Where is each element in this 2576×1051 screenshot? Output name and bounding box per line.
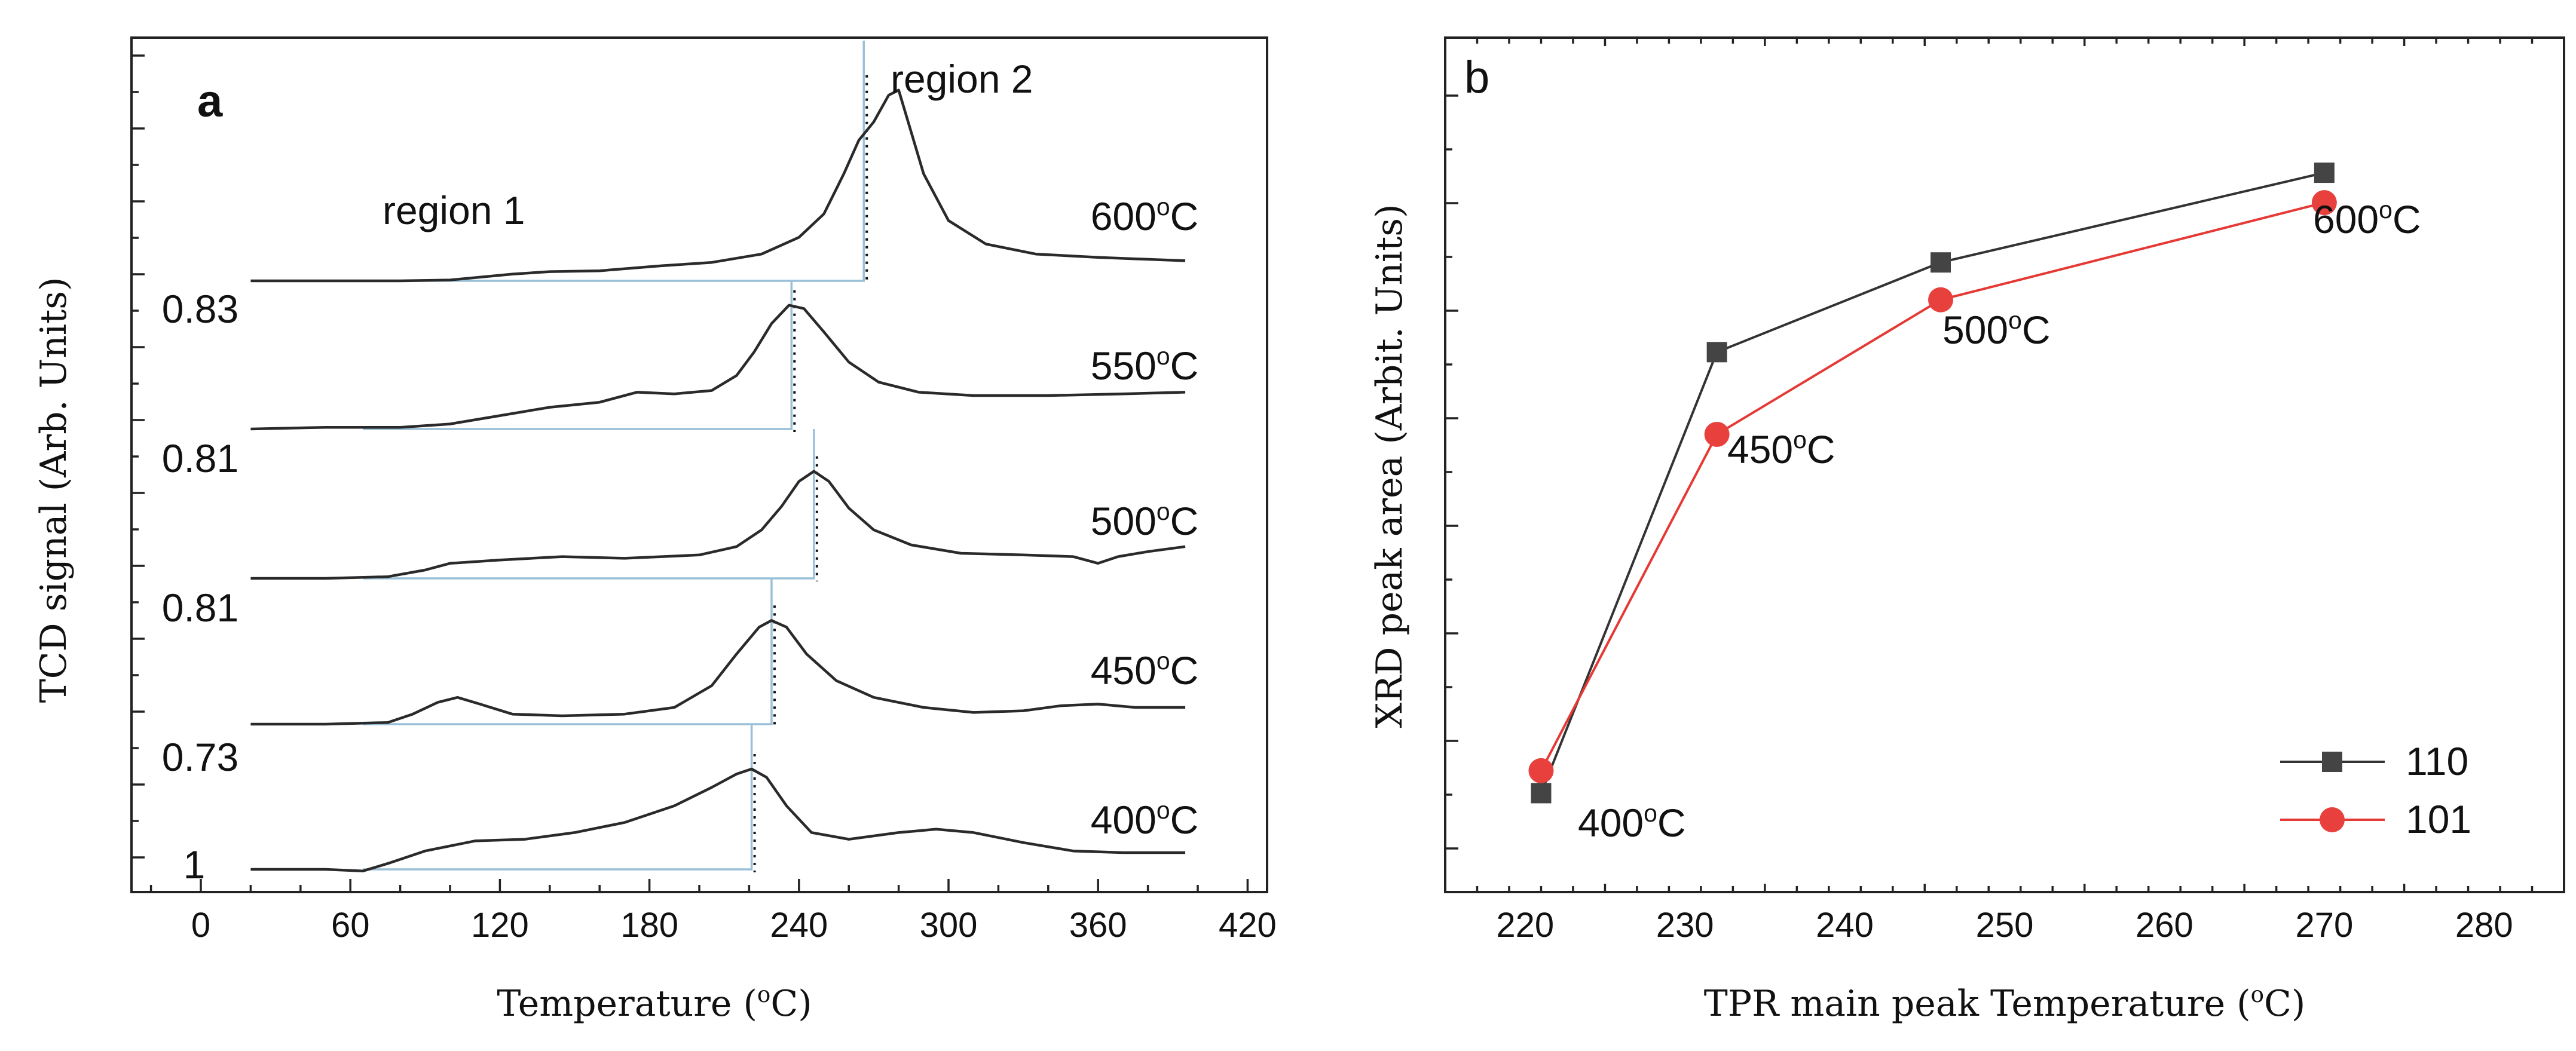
- ratio-label: 0.83: [162, 287, 238, 331]
- panel-b-y-axis-label: XRD peak area (Arbit. Units): [1369, 204, 1411, 728]
- panel-b-x-axis-label: TPR main peak Temperature (oC): [1704, 981, 2306, 1025]
- peak-guide-line: [363, 41, 865, 282]
- panel-a-x-tick-label: 60: [331, 906, 370, 945]
- panel-b-label: b: [1464, 52, 1489, 103]
- marker-101: [1528, 758, 1554, 783]
- series-line-110: [1540, 171, 2325, 794]
- panel-b-point-labels: 400oC 450oC 500oC 600oC: [1578, 196, 2421, 845]
- region-1-label: region 1: [383, 188, 525, 232]
- ratio-label: 0.81: [162, 586, 238, 630]
- curve-label-550c: 550oC: [1091, 342, 1199, 388]
- panel-b: 220 230 240 250 260 270 280 400oC 450oC 500oC 600…: [1369, 36, 2565, 1025]
- curve-label-500c: 500oC: [1091, 498, 1199, 543]
- legend-marker-110: [2322, 752, 2342, 772]
- panel-b-x-tick-label: 280: [2455, 906, 2513, 945]
- curve-label-400c: 400oC: [1091, 796, 1199, 842]
- panel-a-curves: [250, 88, 1186, 873]
- legend-label-110: 110: [2406, 739, 2468, 783]
- curve-label-450c: 450oC: [1091, 647, 1199, 693]
- tcd-curve-400c: [250, 767, 1186, 873]
- curve-label-600c: 600oC: [1091, 193, 1199, 238]
- peak-guide-line: [363, 578, 773, 725]
- panel-b-x-tick-label: 220: [1496, 906, 1554, 945]
- panel-a-x-tick-label: 360: [1069, 906, 1127, 945]
- marker-110: [1706, 342, 1727, 363]
- region-2-label: region 2: [891, 57, 1033, 101]
- panel-b-x-tick-labels: 220 230 240 250 260 270 280: [1496, 906, 2513, 945]
- tcd-curve-600c: [250, 88, 1186, 283]
- panel-a-curve-labels: 400oC 1 450oC 0.73 500oC 0.81 550oC 0.81 600oC 0.…: [162, 193, 1199, 887]
- ratio-label: 1: [183, 842, 206, 887]
- legend-marker-101: [2320, 807, 2345, 832]
- panel-a-x-tick-label: 420: [1219, 906, 1277, 945]
- panel-a-x-tick-label: 0: [191, 906, 210, 945]
- panel-a: 0 60 120 180 240 300 360 420 400oC 1 450oC 0.73 500…: [33, 36, 1277, 1025]
- panel-a-x-tick-label: 120: [471, 906, 529, 945]
- tcd-curve-500c: [250, 470, 1186, 580]
- legend-label-101: 101: [2406, 797, 2471, 841]
- panel-a-x-tick-label: 240: [770, 906, 828, 945]
- panel-a-plot-frame: [130, 36, 1268, 893]
- series-line-101: [1540, 201, 2325, 771]
- marker-110: [2314, 163, 2335, 183]
- point-label-600c: 600oC: [2313, 196, 2421, 241]
- peak-guide-line: [363, 281, 793, 430]
- panel-b-series: [1528, 163, 2337, 804]
- panel-a-x-tick-labels: 0 60 120 180 240 300 360 420: [191, 906, 1277, 945]
- panel-b-plot-frame: [1444, 36, 2565, 893]
- panel-b-x-tick-label: 240: [1816, 906, 1874, 945]
- panel-b-x-tick-label: 230: [1656, 906, 1714, 945]
- marker-101: [1928, 287, 1954, 312]
- marker-110: [1931, 252, 1951, 273]
- panel-a-x-tick-label: 180: [620, 906, 678, 945]
- tcd-curve-550c: [250, 304, 1186, 431]
- ratio-label: 0.81: [162, 436, 238, 480]
- marker-101: [2311, 190, 2337, 216]
- peak-guide-line: [363, 429, 815, 580]
- marker-110: [1531, 783, 1552, 804]
- panel-a-x-axis-label: Temperature (oC): [497, 981, 812, 1025]
- panel-a-guide-lines: [363, 41, 868, 872]
- point-label-400c: 400oC: [1578, 799, 1686, 845]
- peak-guide-line: [363, 724, 753, 871]
- panel-b-ticks: [1445, 38, 2534, 892]
- panel-b-x-tick-label: 250: [1976, 906, 2034, 945]
- panel-a-ticks: [131, 54, 1249, 892]
- point-label-500c: 500oC: [1942, 307, 2051, 352]
- panel-b-x-tick-label: 270: [2295, 906, 2353, 945]
- point-label-450c: 450oC: [1727, 426, 1835, 471]
- panel-a-y-axis-label: TCD signal (Arb. Units): [33, 277, 75, 703]
- panel-b-x-tick-label: 260: [2136, 906, 2193, 945]
- panel-a-x-tick-label: 300: [920, 906, 978, 945]
- ratio-label: 0.73: [162, 735, 238, 779]
- panel-a-label: a: [197, 76, 223, 127]
- tcd-curve-450c: [250, 619, 1186, 726]
- marker-101: [1704, 421, 1730, 447]
